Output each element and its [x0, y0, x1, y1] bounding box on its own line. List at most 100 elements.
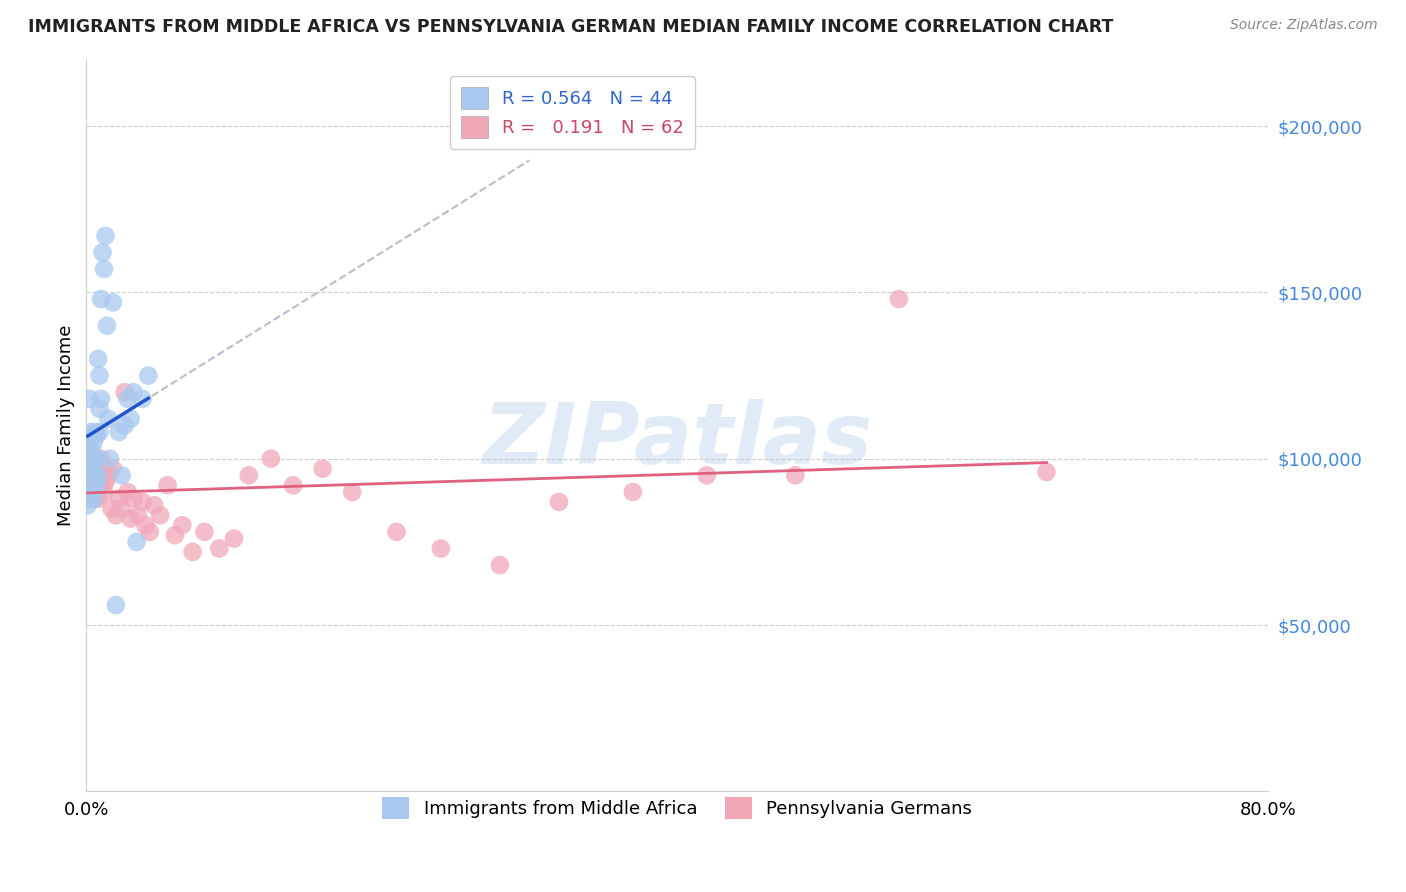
Point	[84, 491, 107, 506]
Point	[127, 508, 149, 523]
Point	[89, 401, 111, 416]
Point	[93, 485, 115, 500]
Point	[181, 545, 204, 559]
Point	[80, 425, 103, 439]
Point	[97, 412, 120, 426]
Point	[87, 491, 110, 506]
Point	[83, 465, 105, 479]
Point	[122, 385, 145, 400]
Point	[104, 598, 127, 612]
Point	[96, 461, 118, 475]
Point	[82, 478, 104, 492]
Point	[83, 451, 105, 466]
Legend: Immigrants from Middle Africa, Pennsylvania Germans: Immigrants from Middle Africa, Pennsylva…	[375, 789, 979, 826]
Point	[104, 508, 127, 523]
Point	[117, 485, 139, 500]
Point	[86, 482, 108, 496]
Point	[87, 461, 110, 475]
Point	[86, 428, 108, 442]
Point	[385, 524, 408, 539]
Point	[96, 318, 118, 333]
Point	[548, 495, 571, 509]
Point	[91, 245, 114, 260]
Point	[82, 461, 104, 475]
Point	[163, 528, 186, 542]
Point	[125, 534, 148, 549]
Point	[77, 485, 100, 500]
Point	[77, 435, 100, 450]
Point	[111, 501, 134, 516]
Point	[98, 451, 121, 466]
Point	[82, 445, 104, 459]
Point	[89, 478, 111, 492]
Point	[101, 461, 124, 475]
Point	[114, 385, 136, 400]
Point	[82, 461, 104, 475]
Point	[97, 468, 120, 483]
Point	[139, 524, 162, 539]
Point	[80, 491, 103, 506]
Point	[238, 468, 260, 483]
Text: ZIPatlas: ZIPatlas	[482, 399, 872, 482]
Point	[84, 451, 107, 466]
Point	[94, 475, 117, 489]
Point	[114, 418, 136, 433]
Point	[76, 498, 98, 512]
Point	[222, 532, 245, 546]
Point	[101, 295, 124, 310]
Point	[281, 478, 304, 492]
Point	[785, 468, 807, 483]
Point	[80, 451, 103, 466]
Point	[260, 451, 283, 466]
Point	[89, 425, 111, 439]
Point	[120, 412, 142, 426]
Point	[131, 495, 153, 509]
Point	[83, 451, 105, 466]
Point	[89, 468, 111, 483]
Point	[131, 392, 153, 406]
Point	[208, 541, 231, 556]
Point	[80, 491, 103, 506]
Point	[82, 482, 104, 496]
Point	[430, 541, 453, 556]
Point	[84, 425, 107, 439]
Point	[77, 445, 100, 459]
Point	[111, 468, 134, 483]
Point	[90, 451, 112, 466]
Point	[94, 228, 117, 243]
Point	[90, 292, 112, 306]
Point	[149, 508, 172, 523]
Point	[696, 468, 718, 483]
Point	[84, 468, 107, 483]
Point	[83, 475, 105, 489]
Point	[86, 475, 108, 489]
Point	[1035, 465, 1057, 479]
Point	[100, 501, 122, 516]
Point	[134, 518, 156, 533]
Point	[77, 392, 100, 406]
Point	[107, 425, 129, 439]
Point	[107, 491, 129, 506]
Point	[887, 292, 910, 306]
Point	[311, 461, 333, 475]
Point	[136, 368, 159, 383]
Point	[156, 478, 179, 492]
Y-axis label: Median Family Income: Median Family Income	[58, 325, 75, 526]
Point	[122, 491, 145, 506]
Point	[83, 491, 105, 506]
Point	[120, 511, 142, 525]
Point	[117, 392, 139, 406]
Point	[621, 485, 644, 500]
Point	[86, 461, 108, 475]
Point	[86, 451, 108, 466]
Point	[83, 435, 105, 450]
Point	[87, 468, 110, 483]
Point	[84, 468, 107, 483]
Point	[89, 368, 111, 383]
Point	[83, 428, 105, 442]
Text: IMMIGRANTS FROM MIDDLE AFRICA VS PENNSYLVANIA GERMAN MEDIAN FAMILY INCOME CORREL: IMMIGRANTS FROM MIDDLE AFRICA VS PENNSYL…	[28, 18, 1114, 36]
Point	[172, 518, 194, 533]
Text: Source: ZipAtlas.com: Source: ZipAtlas.com	[1230, 18, 1378, 32]
Point	[86, 475, 108, 489]
Point	[84, 482, 107, 496]
